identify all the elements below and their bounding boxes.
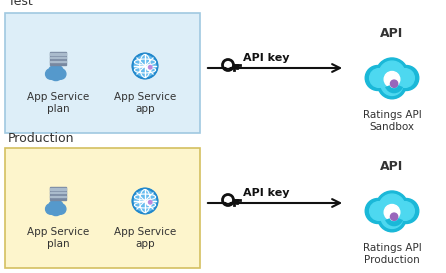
Text: API: API: [380, 160, 404, 173]
Circle shape: [394, 198, 419, 224]
Circle shape: [396, 69, 414, 87]
Circle shape: [49, 201, 58, 210]
Bar: [50, 192, 66, 194]
Circle shape: [45, 204, 56, 214]
Circle shape: [149, 66, 152, 69]
Text: Ratings API
Sandbox: Ratings API Sandbox: [363, 110, 421, 132]
Text: App Service
app: App Service app: [114, 227, 176, 249]
Circle shape: [376, 191, 408, 223]
Circle shape: [390, 213, 398, 220]
Circle shape: [396, 202, 414, 220]
Circle shape: [49, 201, 63, 216]
FancyBboxPatch shape: [5, 148, 200, 268]
Text: Ratings API
Production: Ratings API Production: [363, 243, 421, 265]
Text: API key: API key: [243, 188, 289, 198]
Circle shape: [370, 69, 388, 87]
Circle shape: [132, 54, 157, 78]
Text: App Service
app: App Service app: [114, 92, 176, 114]
Circle shape: [149, 200, 152, 204]
Circle shape: [390, 80, 398, 87]
Text: App Service
plan: App Service plan: [27, 227, 89, 249]
Circle shape: [55, 69, 66, 79]
Circle shape: [365, 198, 390, 224]
Circle shape: [133, 189, 157, 212]
Circle shape: [226, 198, 230, 202]
Circle shape: [49, 66, 58, 75]
Bar: [50, 52, 66, 65]
Circle shape: [365, 66, 390, 90]
Circle shape: [376, 58, 408, 90]
Circle shape: [379, 61, 405, 87]
Bar: [50, 61, 66, 62]
Circle shape: [147, 200, 152, 206]
Text: API: API: [380, 27, 404, 40]
Circle shape: [49, 66, 63, 81]
Circle shape: [370, 202, 388, 220]
Circle shape: [226, 63, 230, 67]
Circle shape: [54, 66, 63, 75]
Bar: [50, 187, 66, 200]
Circle shape: [378, 70, 406, 99]
Bar: [50, 188, 66, 190]
Circle shape: [384, 204, 400, 220]
Circle shape: [54, 201, 63, 210]
Circle shape: [381, 207, 403, 229]
Text: App Service
plan: App Service plan: [27, 92, 89, 114]
FancyBboxPatch shape: [5, 13, 200, 133]
Circle shape: [132, 189, 157, 213]
Circle shape: [147, 65, 152, 71]
Circle shape: [378, 203, 406, 232]
Text: Production: Production: [8, 132, 74, 145]
Circle shape: [379, 194, 405, 220]
Circle shape: [381, 74, 403, 96]
Circle shape: [133, 55, 157, 78]
Bar: [50, 195, 66, 197]
Circle shape: [384, 72, 400, 87]
Text: API key: API key: [243, 53, 289, 63]
Circle shape: [55, 204, 66, 214]
Bar: [50, 53, 66, 55]
Bar: [50, 57, 66, 58]
Circle shape: [394, 66, 419, 90]
Circle shape: [45, 69, 56, 79]
Text: Test: Test: [8, 0, 33, 8]
